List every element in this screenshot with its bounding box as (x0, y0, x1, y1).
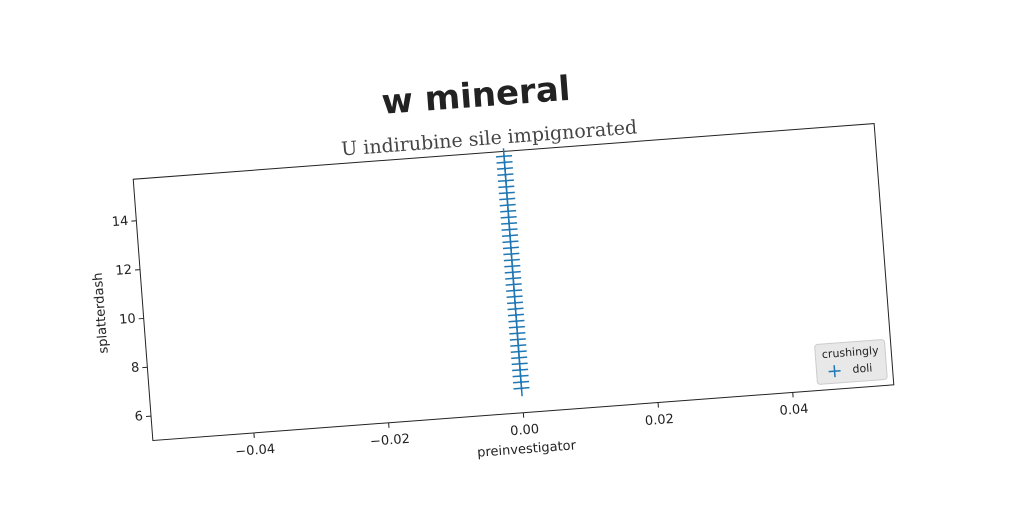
x-tick-label: 0.04 (779, 402, 809, 419)
x-tick-label: −0.02 (370, 432, 411, 450)
y-axis-label: splatterdash (91, 272, 112, 354)
x-tick-label: 0.02 (644, 412, 674, 429)
x-axis-label: preinvestigator (477, 438, 577, 460)
legend-box (814, 339, 888, 385)
x-tick-label: 0.00 (510, 422, 540, 439)
scatter-point (496, 148, 513, 165)
y-tick-label: 12 (115, 263, 133, 279)
legend-title: crushingly (821, 344, 879, 361)
y-tick-label: 6 (134, 409, 143, 425)
chart-subtitle: U indirubine sile impignorated (341, 116, 638, 160)
rotated-figure: w mineral U indirubine sile impignorated… (91, 69, 895, 461)
x-tick-label: −0.04 (235, 442, 276, 460)
chart-title: w mineral (380, 69, 571, 123)
y-tick-label: 10 (119, 312, 137, 328)
legend-label: doli (852, 361, 873, 375)
legend-marker (828, 365, 841, 378)
y-tick-label: 8 (131, 360, 140, 376)
y-tick-label: 14 (111, 214, 129, 230)
